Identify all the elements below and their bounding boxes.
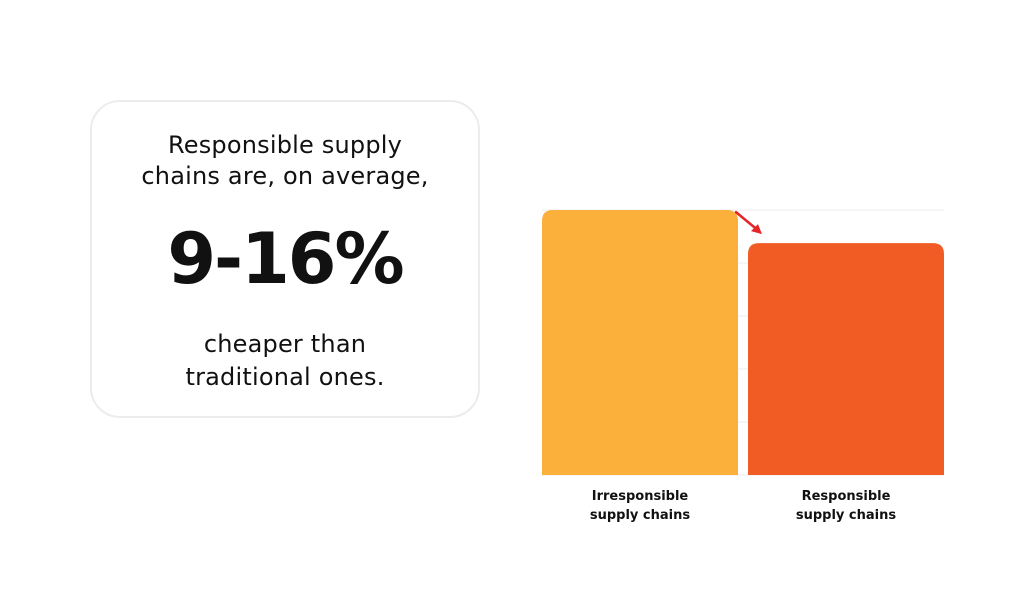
bar-chart: Irresponsible supply chains Responsible sup… — [520, 190, 960, 544]
stat-lead-line-2: chains are, on average, — [141, 162, 429, 190]
stat-tail-line-2: traditional ones. — [185, 363, 385, 391]
stat-lead-text: Responsible supply chains are, on averag… — [92, 130, 478, 192]
category-label: Responsible supply chains — [796, 489, 897, 523]
category-label-line: Irresponsible — [592, 489, 689, 504]
category-label: Irresponsible supply chains — [590, 489, 691, 523]
stat-tail-text: cheaper than traditional ones. — [92, 328, 478, 394]
category-label-line: Responsible — [802, 489, 891, 504]
bar-chart-svg: Irresponsible supply chains Responsible sup… — [542, 209, 944, 523]
category-label-line: supply chains — [796, 508, 897, 523]
stat-card: Responsible supply chains are, on averag… — [90, 100, 480, 418]
stat-tail-line-1: cheaper than — [203, 330, 367, 358]
stat-figure: 9-16% — [167, 218, 404, 300]
bar-responsible — [748, 243, 944, 475]
bar-irresponsible — [542, 210, 738, 475]
stat-lead-line-1: Responsible supply — [167, 131, 403, 159]
decrease-arrow-icon — [734, 210, 762, 235]
category-label-line: supply chains — [590, 508, 691, 523]
